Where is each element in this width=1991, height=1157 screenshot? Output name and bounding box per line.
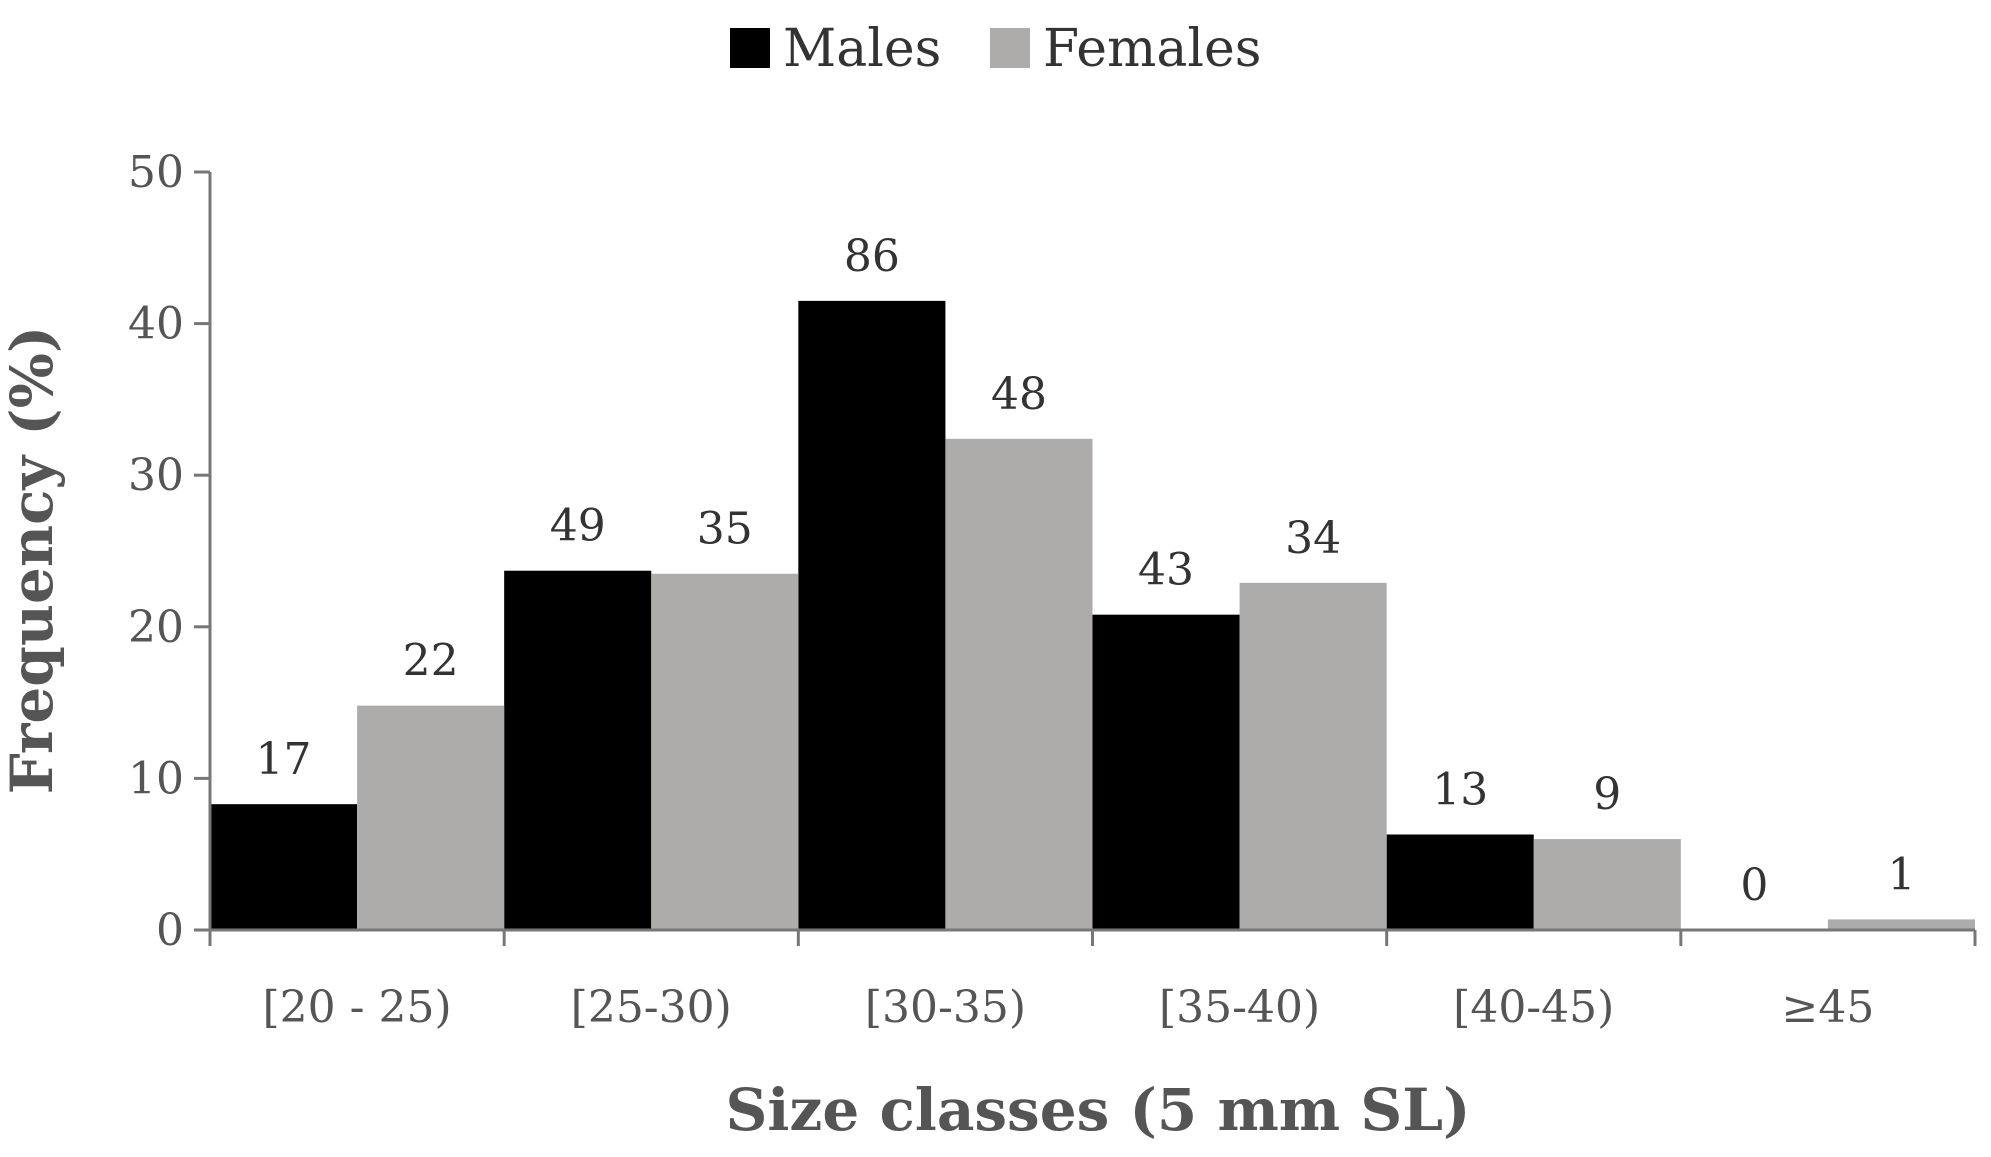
bar-females-5 [1827, 919, 1975, 930]
data-label-females-3: 34 [1285, 513, 1341, 564]
legend-label-males: Males [783, 19, 941, 79]
data-labels: 17 49 86 43 13 0 22 35 48 34 9 1 [256, 231, 1916, 911]
bar-females-4 [1533, 839, 1681, 930]
x-tick-label-3: [35-40) [1159, 982, 1320, 1033]
legend-swatch-males [730, 28, 770, 68]
x-tick-label-2: [30-35) [865, 982, 1026, 1033]
x-axis-title: Size classes (5 mm SL) [726, 1076, 1471, 1144]
bar-males-4 [1386, 834, 1534, 930]
bar-males-3 [1092, 614, 1240, 930]
x-tick-label-1: [25-30) [571, 982, 732, 1033]
bar-females-0 [357, 705, 505, 930]
data-label-males-5: 0 [1740, 860, 1768, 911]
x-tick-label-4: [40-45) [1453, 982, 1614, 1033]
y-tick-label-0: 0 [156, 905, 184, 956]
bar-females-2 [945, 438, 1093, 930]
y-tick-label-10: 10 [128, 753, 184, 804]
y-tick-label-40: 40 [128, 299, 184, 350]
data-label-males-4: 13 [1432, 764, 1488, 815]
legend-swatch-females [990, 28, 1030, 68]
y-axis-title: Frequency (%) [0, 326, 66, 795]
legend-label-females: Females [1043, 19, 1261, 79]
y-tick-label-30: 30 [128, 450, 184, 501]
x-tick-label-0: [20 - 25) [263, 982, 452, 1033]
data-label-males-3: 43 [1138, 545, 1194, 596]
bar-females-3 [1239, 582, 1387, 930]
bar-males-2 [798, 300, 946, 930]
legend: Males Females [730, 19, 1261, 79]
data-label-females-0: 22 [403, 636, 459, 687]
data-label-males-0: 17 [256, 734, 312, 785]
y-tick-label-50: 50 [128, 147, 184, 198]
data-label-females-5: 1 [1887, 849, 1915, 900]
bar-males-1 [504, 570, 652, 930]
data-label-males-1: 49 [550, 501, 606, 552]
bar-females-1 [651, 573, 799, 930]
x-tick-label-5: ≥45 [1781, 982, 1874, 1033]
data-label-males-2: 86 [844, 231, 900, 282]
data-label-females-4: 9 [1593, 769, 1621, 820]
data-label-females-2: 48 [991, 369, 1047, 420]
bar-males-0 [210, 804, 358, 930]
data-label-females-1: 35 [697, 504, 753, 555]
y-tick-label-20: 20 [128, 602, 184, 653]
bars [210, 300, 1975, 930]
